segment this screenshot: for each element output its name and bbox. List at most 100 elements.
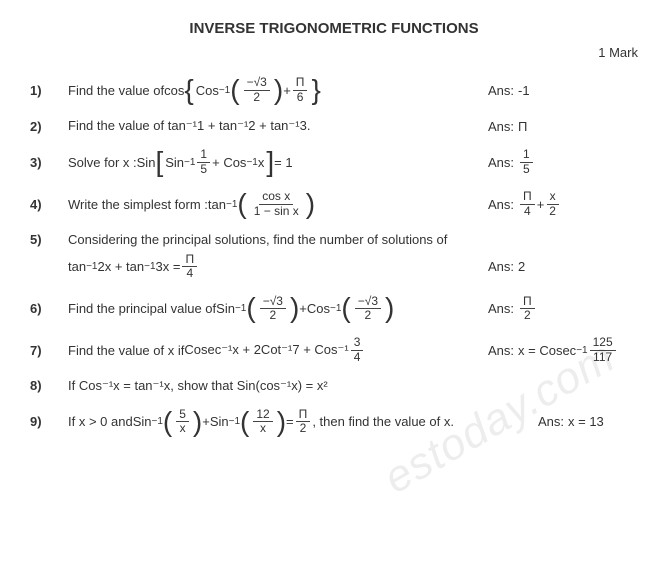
- answer: Ans: 2: [488, 259, 638, 274]
- answer-value: -1: [518, 83, 530, 98]
- frac-den: 2: [362, 309, 375, 322]
- term: 2x + tan: [97, 259, 144, 274]
- frac-den: 1 − sin x: [251, 205, 302, 218]
- question-row: 8) If Cos⁻¹x = tan⁻¹x, show that Sin(cos…: [30, 378, 638, 394]
- frac-den: x: [177, 422, 189, 435]
- func-sininv: Sin: [165, 155, 184, 170]
- question-row: 9) If x > 0 and Sin−1 ( 5x ) + Sin−1 ( 1…: [30, 408, 638, 436]
- frac-num: cos x: [259, 190, 293, 204]
- op-plus: +: [299, 301, 307, 316]
- answer: Ans: x = 13: [538, 414, 638, 429]
- question-number: 2): [30, 119, 68, 134]
- func-sininv: Sin: [210, 414, 229, 429]
- question-number: 9): [30, 414, 68, 429]
- marks-label: 1 Mark: [30, 45, 638, 60]
- frac-num: Π: [296, 408, 311, 422]
- answer-label: Ans:: [488, 343, 514, 358]
- sup: −1: [330, 303, 341, 314]
- answer: Ans: Π: [488, 119, 638, 134]
- question-text: Find the principal value of Sin−1 ( −√32…: [68, 294, 488, 322]
- question-number: 3): [30, 155, 68, 170]
- question-row: 3) Solve for x : Sin [ Sin−1 15 + Cos−1x…: [30, 148, 638, 176]
- text-prefix: Solve for x :: [68, 155, 137, 170]
- frac-den: 2: [521, 309, 534, 322]
- page-title: INVERSE TRIGONOMETRIC FUNCTIONS: [30, 20, 638, 37]
- frac-num: 1: [197, 148, 210, 162]
- question-number: 4): [30, 197, 68, 212]
- sup: −1: [235, 303, 246, 314]
- answer-label: Ans:: [488, 301, 514, 316]
- answer-label: Ans:: [488, 119, 514, 134]
- equation: Cosec⁻¹x + 2Cot⁻¹7 + Cos⁻¹: [184, 342, 348, 358]
- question-text: Considering the principal solutions, fin…: [68, 232, 488, 247]
- text-prefix: Find the principal value of: [68, 301, 216, 316]
- question-text: Find the value of tan⁻¹1 + tan⁻¹2 + tan⁻…: [68, 118, 488, 134]
- question-number: 8): [30, 378, 68, 393]
- question-text: Write the simplest form : tan−1 ( cos x1…: [68, 190, 488, 218]
- frac-den: 4: [521, 205, 534, 218]
- question-row: 4) Write the simplest form : tan−1 ( cos…: [30, 190, 638, 218]
- text-prefix: Find the value of x if: [68, 343, 184, 358]
- frac-num: 1: [520, 148, 533, 162]
- answer-label: Ans:: [488, 83, 514, 98]
- sup: −1: [219, 85, 230, 96]
- frac-num: Π: [520, 190, 535, 204]
- frac-den: 5: [197, 163, 210, 176]
- frac-den: 2: [266, 309, 279, 322]
- question-number: 7): [30, 343, 68, 358]
- frac-den: 5: [520, 163, 533, 176]
- question-text: Find the value of x if Cosec⁻¹x + 2Cot⁻¹…: [68, 336, 488, 363]
- sup: −1: [184, 157, 195, 168]
- op-plus: +: [537, 197, 545, 212]
- question-row: 6) Find the principal value of Sin−1 ( −…: [30, 294, 638, 322]
- frac-num: −√3: [355, 295, 381, 309]
- answer-value: Π: [518, 119, 527, 134]
- question-row: 2) Find the value of tan⁻¹1 + tan⁻¹2 + t…: [30, 118, 638, 134]
- question-number: 1): [30, 83, 68, 98]
- frac-den: x: [257, 422, 269, 435]
- sup: −1: [576, 345, 587, 356]
- frac-den: 2: [250, 91, 263, 104]
- answer: Ans: Π4 + x2: [488, 190, 638, 217]
- var-x: x: [258, 155, 265, 170]
- frac-num: 125: [590, 336, 616, 350]
- sup: −1: [144, 261, 155, 272]
- question-number: 6): [30, 301, 68, 316]
- text-prefix: Write the simplest form :: [68, 197, 208, 212]
- func-sin: Sin: [137, 155, 156, 170]
- func-taninv: tan: [68, 259, 86, 274]
- frac-num: 12: [253, 408, 272, 422]
- sup: −1: [246, 157, 257, 168]
- eq: =: [286, 414, 294, 429]
- func-cosinv: Cos: [196, 83, 219, 98]
- sup: −1: [151, 416, 162, 427]
- answer: Ans: -1: [488, 83, 638, 98]
- sup: −1: [226, 199, 237, 210]
- question-continuation: tan−1 2x + tan−1 3x = Π4 Ans: 2: [68, 253, 638, 280]
- func-cosinv: Cos: [307, 301, 330, 316]
- answer-value: x = 13: [568, 414, 604, 429]
- question-text: If Cos⁻¹x = tan⁻¹x, show that Sin(cos⁻¹x…: [68, 378, 488, 394]
- op-plus: + Cos: [212, 155, 246, 170]
- question-row: 1) Find the value of cos { Cos−1 ( −√32 …: [30, 76, 638, 104]
- frac-num: Π: [293, 76, 308, 90]
- question-text: Find the value of cos { Cos−1 ( −√32 ) +…: [68, 76, 488, 104]
- answer-label: Ans:: [488, 259, 514, 274]
- frac-num: Π: [520, 295, 535, 309]
- answer-label: Ans:: [488, 155, 514, 170]
- answer-label: Ans:: [538, 414, 564, 429]
- question-text: Solve for x : Sin [ Sin−1 15 + Cos−1x ] …: [68, 148, 488, 176]
- frac-den: 2: [546, 205, 559, 218]
- eq: = 1: [274, 155, 292, 170]
- sup: −1: [86, 261, 97, 272]
- text-prefix: Find the value of: [68, 83, 164, 98]
- op-plus: +: [283, 83, 291, 98]
- frac-num: −√3: [244, 76, 270, 90]
- frac-den: 6: [294, 91, 307, 104]
- answer: Ans: 15: [488, 148, 638, 175]
- answer: Ans: x = Cosec−1 125117: [488, 336, 638, 363]
- frac-num: 5: [176, 408, 189, 422]
- term: 3x =: [156, 259, 181, 274]
- bracket-curly: { Cos−1 ( −√32 ) + Π6 }: [184, 76, 320, 104]
- answer-label: Ans:: [488, 197, 514, 212]
